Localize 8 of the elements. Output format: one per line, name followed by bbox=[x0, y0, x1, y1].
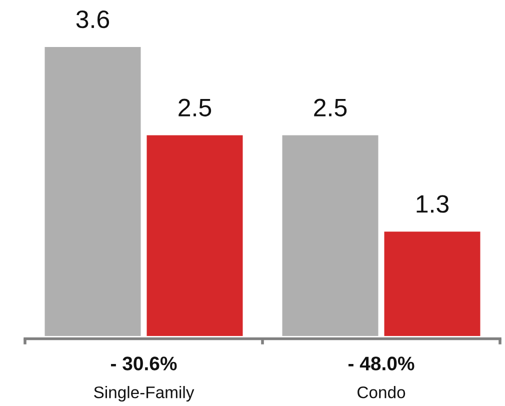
text: - 48.0% bbox=[348, 356, 414, 370]
x-tick-label: Single-Family bbox=[94, 386, 194, 402]
data-label: 2.5 bbox=[314, 98, 347, 116]
data-label: 2.5 bbox=[178, 98, 212, 116]
x-tick-label: Condo bbox=[358, 386, 406, 398]
text: - 30.6% bbox=[111, 356, 177, 370]
data-label: 1.3 bbox=[416, 195, 449, 213]
data-label: 3.6 bbox=[76, 10, 110, 28]
